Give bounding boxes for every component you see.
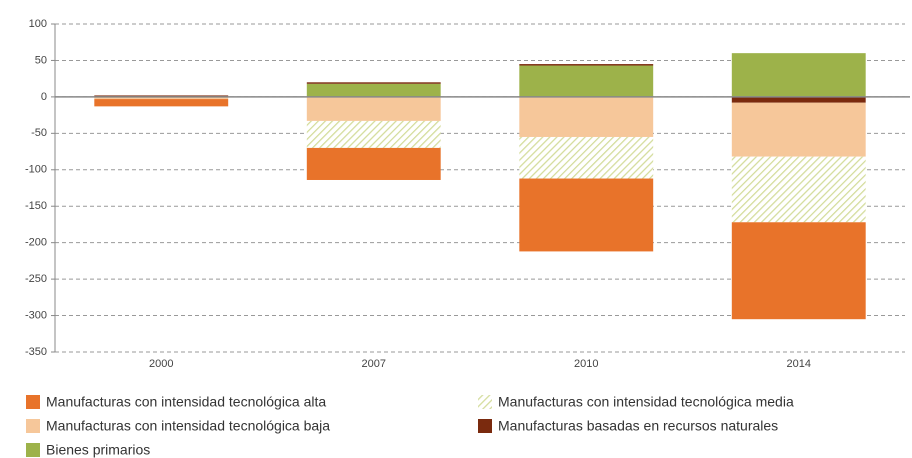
legend-label: Manufacturas basadas en recursos natural… [498,418,778,434]
bar-segment [306,83,441,97]
bar-segment [731,53,866,97]
bar-segment [731,102,866,157]
x-tick-label: 2014 [787,358,811,370]
bar-segment [519,64,654,66]
y-tick-label: 50 [35,54,47,66]
y-tick-label: 0 [41,91,47,103]
legend-label: Manufacturas con intensidad tecnológica … [46,394,326,410]
bar-segment [306,96,441,121]
x-tick-label: 2010 [574,358,598,370]
x-tick-label: 2000 [149,358,173,370]
bar-segment [519,65,654,97]
y-tick-label: -300 [25,309,47,321]
x-tick-label: 2007 [362,358,386,370]
legend-label: Manufacturas con intensidad tecnológica … [498,394,794,410]
bar-segment [306,147,441,180]
bar-segment [731,96,866,103]
y-tick-label: -100 [25,164,47,176]
legend-label: Bienes primarios [46,442,150,458]
y-tick-label: 100 [29,18,47,30]
legend-label: Manufacturas con intensidad tecnológica … [46,418,330,434]
bar-segment [306,120,441,148]
legend-swatch [26,443,40,457]
bar-segment [306,82,441,84]
y-tick-label: -250 [25,273,47,285]
bar-segment [731,156,866,223]
legend-swatch [478,419,492,433]
bar-segment [519,136,654,179]
legend-swatch [478,395,492,409]
y-tick-label: -150 [25,200,47,212]
y-tick-label: -350 [25,346,47,358]
legend-swatch [26,419,40,433]
bar-segment [519,178,654,252]
y-tick-label: -50 [31,127,47,139]
y-tick-label: -200 [25,237,47,249]
bar-segment [519,96,654,137]
bar-segment [731,222,866,320]
bar-segment [94,99,229,107]
bar-segment [94,96,229,100]
legend-swatch [26,395,40,409]
